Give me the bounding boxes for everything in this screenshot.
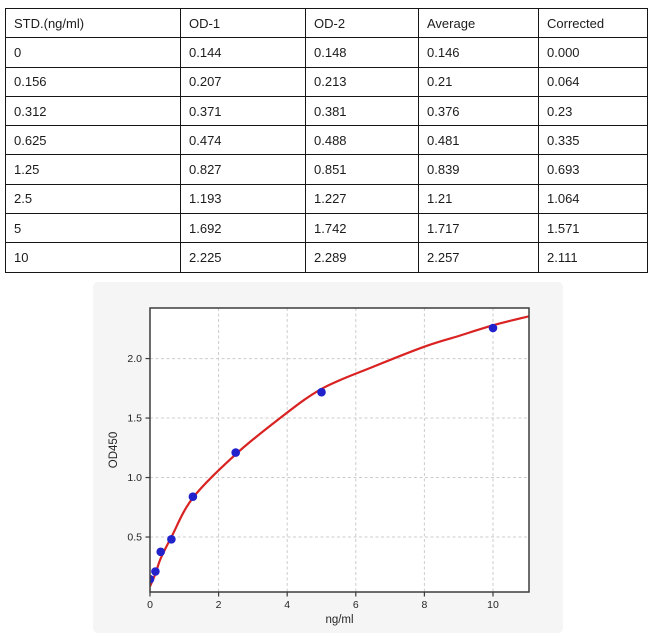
table-cell: 1.227 [305,183,419,215]
table-cell: 2.225 [180,242,306,273]
data-point [150,574,155,584]
table-cell: 2.257 [418,242,539,273]
table-cell: 5 [5,213,181,244]
table-cell: 0.335 [538,125,648,156]
table-cell: 2.111 [538,242,648,273]
table-cell: 2.5 [5,183,181,215]
table-cell: 0.148 [305,37,419,68]
table-cell: 0.481 [418,125,539,156]
x-axis-tick-label: 4 [284,599,290,611]
y-axis-tick-label: 0.5 [127,532,142,544]
data-point [151,567,160,576]
column-header: Average [418,7,539,39]
data-point [188,492,198,501]
table-cell: 1.21 [418,183,539,215]
data-point [488,323,498,333]
table-cell: 0.381 [305,95,419,127]
table-row: 0.312 0.371 0.381 0.376 0.23 [5,95,648,127]
table-row: 1.25 0.827 0.851 0.839 0.693 [5,154,648,185]
x-axis-tick-label: 6 [353,599,359,611]
table-cell: 2.289 [305,242,419,273]
column-header: STD.(ng/ml) [5,7,181,39]
table-cell: 0.827 [180,154,306,185]
table-cell: 0.851 [305,154,419,185]
table-cell: 1.717 [418,213,539,244]
standard-curve-card: 0 2 4 6 8 10 0.5 1.0 1.5 2.0 ng/ml OD450 [93,282,563,633]
x-axis-tick-label: 8 [421,599,427,611]
table-cell: 0.146 [418,37,539,68]
data-point [156,547,165,557]
table-cell: 0.064 [538,66,648,97]
table-row: 0.625 0.474 0.488 0.481 0.335 [5,125,648,156]
table-cell: 0.21 [418,66,539,97]
table-cell: 1.064 [538,183,648,215]
table-cell: 0.488 [305,125,419,156]
table-cell: 0.23 [538,95,648,127]
table-row: 0 0.144 0.148 0.146 0.000 [5,37,648,68]
data-point [231,448,240,457]
table-cell: 0.207 [180,66,306,97]
table-cell: 1.25 [5,154,181,185]
table-row: 2.5 1.193 1.227 1.21 1.064 [5,183,648,215]
y-axis-tick-label: 2.0 [127,353,142,365]
y-axis-tick-label: 1.5 [127,413,142,425]
table-row: 10 2.225 2.289 2.257 2.111 [5,242,648,273]
fit-curve [150,315,529,587]
table-cell: 0.474 [180,125,306,156]
table-cell: 0.371 [180,95,306,127]
data-point [317,387,326,397]
table-cell: 0.693 [538,154,648,185]
table-cell: 0.000 [538,37,648,68]
x-axis-label: ng/ml [325,614,353,626]
y-axis-label: OD450 [108,432,120,468]
x-axis-tick-label: 0 [147,599,153,611]
y-axis-tick-label: 1.0 [127,472,142,484]
table-header-row: STD.(ng/ml) OD-1 OD-2 Average Corrected [5,7,648,39]
data-point [167,535,176,544]
table-cell: 0.144 [180,37,306,68]
table-cell: 0.156 [5,66,181,97]
table-cell: 1.571 [538,213,648,244]
table-cell: 0.376 [418,95,539,127]
x-axis-tick-label: 10 [487,599,499,611]
table-cell: 0.625 [5,125,181,156]
table-cell: 1.193 [180,183,306,215]
table-cell: 1.742 [305,213,419,244]
table-cell: 10 [5,242,181,273]
table-cell: 0.839 [418,154,539,185]
table-row: 5 1.692 1.742 1.717 1.571 [5,213,648,244]
table-cell: 0 [5,37,181,68]
standards-table: STD.(ng/ml) OD-1 OD-2 Average Corrected 0 0.14… [5,7,648,273]
standard-curve-svg: 0 2 4 6 8 10 0.5 1.0 1.5 2.0 ng/ml OD450 [108,307,530,626]
table-cell: 0.312 [5,95,181,127]
table-cell: 1.692 [180,213,306,244]
table-row: 0.156 0.207 0.213 0.21 0.064 [5,66,648,97]
x-axis-tick-label: 2 [216,599,222,611]
table-cell: 0.213 [305,66,419,97]
plot-area [150,308,529,592]
plot-border [149,307,530,593]
column-header: OD-2 [305,7,419,39]
standards-table-body: STD.(ng/ml) OD-1 OD-2 Average Corrected 0 0.14… [5,7,648,273]
column-header: Corrected [538,7,648,39]
column-header: OD-1 [180,7,306,39]
